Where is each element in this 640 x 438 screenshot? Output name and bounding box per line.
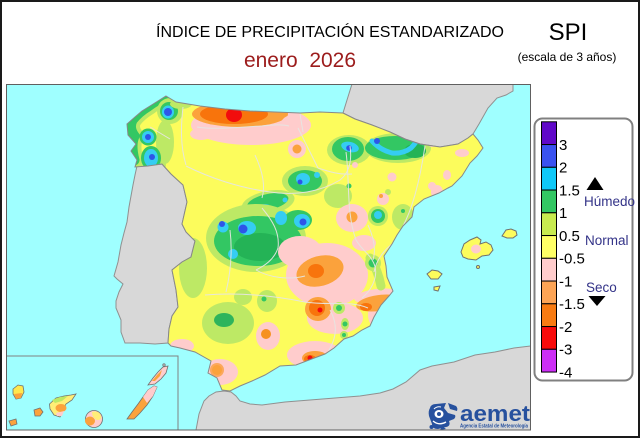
svg-text:-4: -4 [559, 364, 572, 381]
svg-text:ÍNDICE DE PRECIPITACIÓN ESTAND: ÍNDICE DE PRECIPITACIÓN ESTANDARIZADO [156, 22, 504, 41]
svg-text:Normal: Normal [585, 233, 629, 248]
svg-text:enero 2026: enero 2026 [244, 49, 356, 72]
svg-text:2: 2 [559, 160, 567, 177]
svg-text:Agencia Estatal de Meteorologí: Agencia Estatal de Meteorología [460, 424, 528, 430]
svg-text:-0.5: -0.5 [559, 251, 585, 268]
svg-text:1.5: 1.5 [559, 182, 580, 199]
svg-text:aemet: aemet [460, 401, 531, 426]
svg-text:1: 1 [559, 205, 567, 222]
svg-text:-1: -1 [559, 273, 572, 290]
svg-text:(escala de 3 años): (escala de 3 años) [518, 50, 617, 64]
svg-text:SPI: SPI [549, 19, 588, 46]
svg-text:0.5: 0.5 [559, 228, 580, 245]
svg-text:-3: -3 [559, 342, 572, 359]
svg-text:-2: -2 [559, 319, 572, 336]
svg-text:Seco: Seco [586, 280, 617, 295]
svg-text:3: 3 [559, 137, 567, 154]
svg-text:-1.5: -1.5 [559, 296, 585, 313]
svg-text:Húmedo: Húmedo [584, 194, 635, 209]
